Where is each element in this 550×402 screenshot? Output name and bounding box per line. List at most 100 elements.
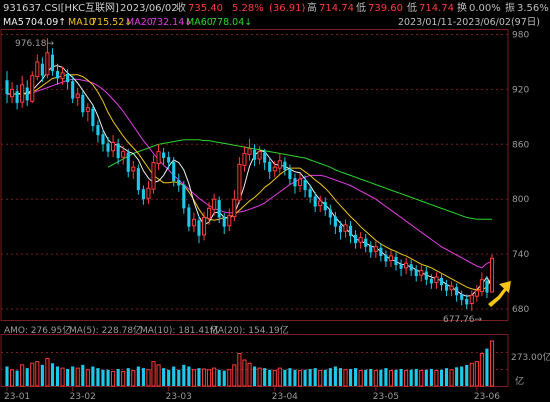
- candle-body: [222, 216, 226, 227]
- volume-bar: [288, 368, 292, 386]
- candle-body: [182, 184, 186, 209]
- candle-body: [399, 264, 403, 269]
- candle-body: [394, 256, 398, 266]
- candle-body: [146, 187, 151, 199]
- candle-body: [9, 88, 15, 98]
- volume-bar: [207, 369, 212, 387]
- abs-change: (36.91): [269, 3, 306, 14]
- volume-bar: [91, 366, 95, 386]
- candle-body: [277, 160, 282, 169]
- volume-bar: [489, 340, 495, 387]
- volume-bar: [455, 367, 459, 386]
- volume-bar: [444, 368, 449, 386]
- volume-bar: [15, 370, 19, 386]
- volume-bar: [272, 370, 277, 387]
- candle-body: [343, 224, 348, 232]
- candle-body: [126, 152, 130, 172]
- candle-body: [460, 294, 464, 300]
- price-frame: [0, 29, 509, 321]
- candle-body: [424, 271, 428, 280]
- candle-body: [227, 215, 232, 227]
- candle-body: [156, 151, 161, 165]
- volume-bar: [81, 364, 85, 386]
- volume-bar: [45, 357, 50, 387]
- candle-body: [71, 81, 75, 99]
- volume-bar: [460, 366, 464, 386]
- volume-bar: [71, 366, 75, 386]
- volume-bar: [242, 359, 247, 387]
- candle-body: [55, 71, 60, 79]
- candle-body: [373, 246, 378, 252]
- candle-body: [303, 179, 307, 191]
- volume-bar: [247, 362, 252, 387]
- amo-value: AMO: 276.95亿: [4, 324, 71, 336]
- volume-bar: [394, 369, 398, 386]
- candle-body: [293, 178, 297, 187]
- candle-body: [283, 161, 287, 170]
- candle-body: [444, 284, 449, 291]
- candle-body: [96, 125, 100, 136]
- volume-bar: [162, 368, 166, 386]
- volume-bar: [419, 370, 424, 387]
- high-annotation: 976.18→: [15, 39, 54, 49]
- volume-bar: [197, 368, 201, 386]
- volume-bar: [268, 369, 272, 386]
- volume-bar: [333, 366, 337, 386]
- volume-unit-mark: 亿: [515, 375, 524, 387]
- candle-body: [60, 72, 65, 79]
- volume-bar: [485, 348, 489, 386]
- candle-body: [479, 279, 484, 293]
- candles: [5, 37, 495, 312]
- candle-body: [434, 276, 439, 283]
- candle-body: [257, 151, 262, 160]
- candle-body: [91, 108, 95, 126]
- volume-bar: [313, 368, 317, 386]
- volume-bar: [172, 366, 176, 386]
- candle-body: [191, 218, 196, 227]
- volume-bar: [75, 367, 80, 387]
- candle-body: [272, 166, 277, 172]
- volume-bar: [343, 369, 348, 387]
- volume-panel: 273.00亿 亿 AMO: 276.95亿 MA(5): 228.78亿 MA…: [0, 324, 550, 387]
- price-tick-label: 740: [512, 250, 529, 260]
- volume-bar: [25, 368, 29, 386]
- turnover-value: 0.00%: [469, 3, 501, 14]
- ma20-label: MA20: [126, 17, 153, 28]
- vol-ma10: MA(10): 181.41亿: [140, 324, 219, 336]
- volume-bar: [212, 367, 217, 387]
- candle-body: [131, 166, 136, 172]
- candle-body: [474, 290, 479, 297]
- volume-bar: [227, 369, 232, 387]
- volume-bar: [348, 368, 353, 386]
- candle-body: [313, 196, 317, 207]
- volume-bar: [404, 370, 409, 387]
- volume-bar: [328, 368, 332, 386]
- volume-bar: [318, 370, 323, 387]
- close-value: 735.40: [188, 3, 223, 14]
- ma-legend: MA5 704.09↑ MA10 715.52↓ MA20 732.14↓ MA…: [0, 16, 550, 30]
- candle-body: [50, 54, 55, 72]
- candle-body: [35, 61, 40, 78]
- volume-bar: [465, 364, 469, 386]
- candle-body: [242, 152, 247, 166]
- volume-bar: [384, 368, 388, 386]
- price-tick-label: 860: [512, 140, 529, 150]
- ma20-line: [7, 78, 493, 269]
- amp-label: 振: [505, 3, 515, 14]
- candle-body: [187, 207, 191, 227]
- volume-bar: [96, 368, 100, 386]
- candle-body: [489, 257, 495, 293]
- low-annotation: 677.76→: [443, 315, 482, 325]
- volume-bar: [182, 364, 186, 386]
- candle-body: [465, 298, 469, 305]
- ma10-line: [7, 74, 493, 291]
- volume-bar: [167, 369, 171, 386]
- volume-bar: [156, 364, 161, 387]
- volume-bar: [429, 368, 433, 386]
- quote-date: 2023/06/02: [120, 3, 178, 14]
- candle-body: [20, 84, 25, 103]
- date-tick-label: 23-03: [166, 392, 192, 402]
- volume-bar: [439, 369, 444, 386]
- vol-ma5: MA(5): 228.78亿: [69, 324, 142, 336]
